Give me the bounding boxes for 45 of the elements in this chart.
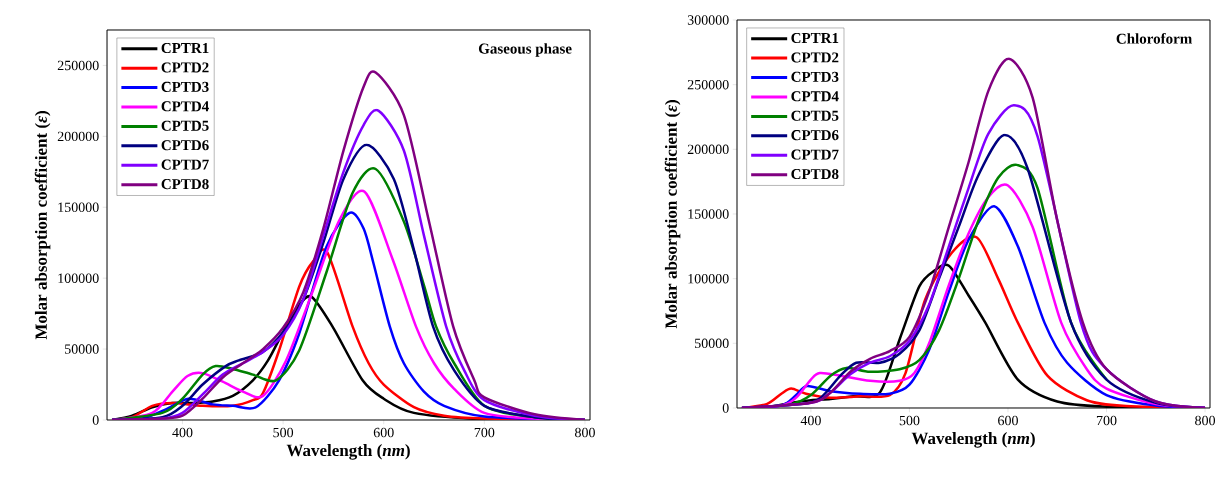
x-tick-label: 800	[575, 427, 595, 438]
y-tick-label: 150000	[58, 202, 99, 212]
y-axis-title: Molar absorption coefficient (ε)	[34, 111, 51, 340]
y-tick-label: 100000	[58, 273, 99, 283]
legend-label: CPTD4	[791, 91, 839, 102]
legend-label: CPTR1	[161, 43, 209, 54]
y-tick-label: 0	[92, 415, 99, 425]
text: Chloroform	[1116, 33, 1193, 44]
y-tick-label: 200000	[687, 144, 729, 155]
legend-label: CPTD2	[161, 62, 209, 73]
text: Gaseous phase	[478, 43, 572, 57]
legend-label: CPTD5	[161, 120, 209, 131]
y-tick-label: 300000	[687, 15, 729, 25]
y-tick-label: 50000	[695, 338, 729, 349]
legend-label: CPTD6	[161, 140, 209, 151]
legend-label: CPTD3	[161, 81, 209, 92]
x-tick-label: 800	[1195, 415, 1216, 426]
y-tick-label: 150000	[688, 209, 729, 219]
y-tick-label: 200000	[57, 131, 99, 142]
y-axis-title: Molar absorption coefficient (ε)	[664, 100, 681, 329]
legend-label: CPTD6	[791, 130, 839, 141]
legend-label: CPTD7	[791, 149, 839, 160]
legend-label: CPTD5	[791, 110, 839, 121]
y-tick-label: 100000	[688, 273, 729, 284]
x-tick-label: 700	[1096, 415, 1117, 426]
x-tick-label: 600	[998, 415, 1018, 426]
y-tick-label: 250000	[687, 79, 729, 90]
legend-label: CPTD8	[161, 179, 209, 190]
legend-label: CPTD3	[791, 71, 839, 82]
legend-label: CPTR1	[791, 32, 839, 44]
y-tick-label: 0	[722, 403, 729, 413]
x-tick-label: 400	[172, 427, 193, 438]
x-tick-label: 500	[899, 415, 920, 426]
legend-label: CPTD2	[791, 52, 839, 63]
x-tick-label: 400	[800, 415, 821, 426]
x-axis-title: Wavelength (nm)	[911, 432, 1035, 448]
x-axis-title: Wavelength (nm)	[286, 444, 410, 460]
legend-label: CPTD7	[161, 159, 209, 170]
x-tick-label: 600	[373, 427, 394, 438]
x-tick-label: 500	[273, 427, 294, 438]
y-tick-label: 50000	[65, 344, 99, 354]
y-tick-label: 250000	[57, 60, 99, 71]
legend-label: CPTD8	[791, 168, 839, 180]
legend-label: CPTD4	[161, 101, 209, 112]
x-tick-label: 700	[474, 427, 495, 438]
